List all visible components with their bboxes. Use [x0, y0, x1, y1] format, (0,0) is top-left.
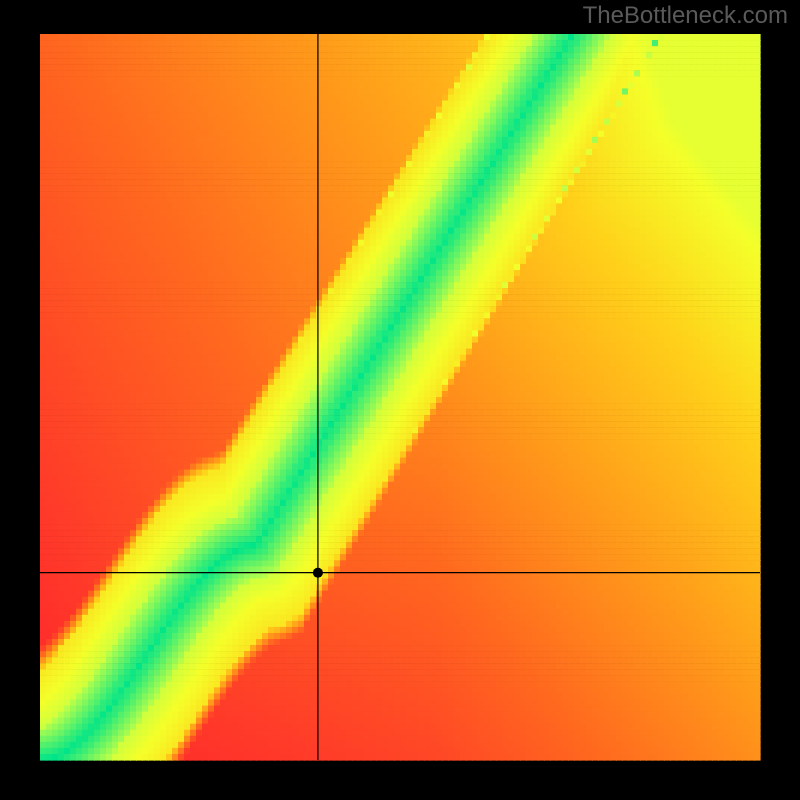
watermark-text: TheBottleneck.com	[583, 2, 788, 30]
bottleneck-heatmap	[0, 0, 800, 800]
chart-container: TheBottleneck.com	[0, 0, 800, 800]
